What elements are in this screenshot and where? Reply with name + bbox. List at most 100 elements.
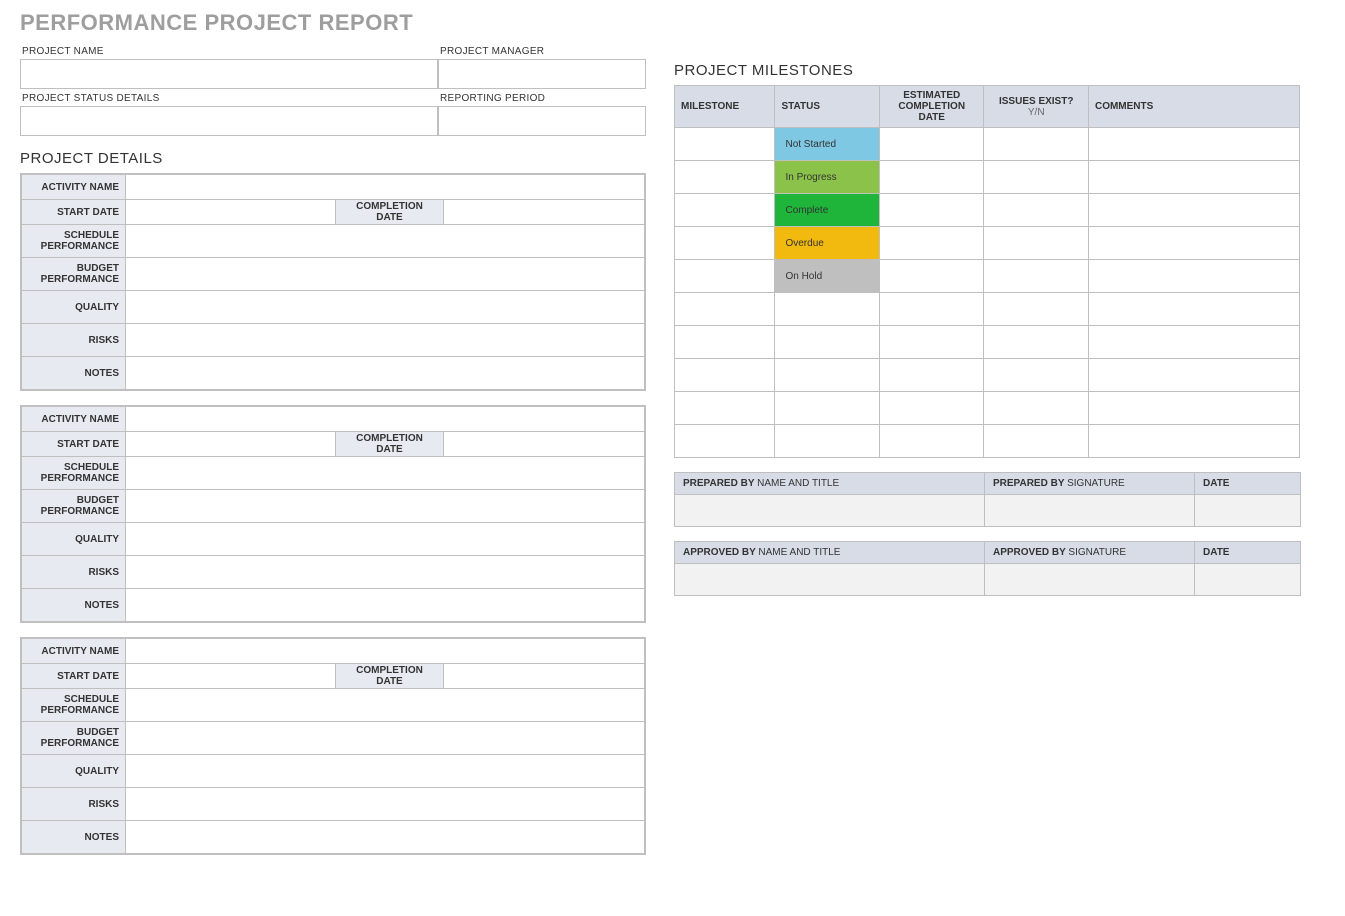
notes-value[interactable] [126, 357, 645, 390]
milestone-cell[interactable] [675, 161, 775, 194]
start-date-value[interactable] [126, 200, 336, 225]
start-date-label: START DATE [22, 432, 126, 457]
comments-cell[interactable] [1088, 227, 1299, 260]
quality-value[interactable] [126, 523, 645, 556]
header-field-label: PROJECT STATUS DETAILS [20, 89, 438, 106]
comments-cell[interactable] [1088, 260, 1299, 293]
issues-cell[interactable] [984, 392, 1089, 425]
comments-cell[interactable] [1088, 194, 1299, 227]
notes-value[interactable] [126, 589, 645, 622]
sign-sig-value[interactable] [985, 495, 1195, 527]
issues-cell[interactable] [984, 359, 1089, 392]
project-milestones-heading: PROJECT MILESTONES [674, 62, 1300, 79]
issues-cell[interactable] [984, 326, 1089, 359]
project-details-heading: PROJECT DETAILS [20, 150, 646, 167]
issues-cell[interactable] [984, 227, 1089, 260]
estdate-cell[interactable] [879, 260, 984, 293]
status-cell[interactable]: Overdue [775, 227, 880, 260]
start-date-value[interactable] [126, 664, 336, 689]
budget-perf-label: BUDGET PERFORMANCE [22, 722, 126, 755]
comments-cell[interactable] [1088, 128, 1299, 161]
status-cell[interactable] [775, 392, 880, 425]
comments-cell[interactable] [1088, 425, 1299, 458]
activity-name-value[interactable] [126, 639, 645, 664]
milestone-cell[interactable] [675, 128, 775, 161]
header-field-input[interactable] [438, 59, 646, 89]
header-field-input[interactable] [20, 59, 438, 89]
sign-by-value[interactable] [675, 564, 985, 596]
milestone-cell[interactable] [675, 359, 775, 392]
estdate-cell[interactable] [879, 227, 984, 260]
comments-cell[interactable] [1088, 161, 1299, 194]
issues-cell[interactable] [984, 260, 1089, 293]
completion-date-label: COMPLETION DATE [336, 432, 444, 457]
milestone-cell[interactable] [675, 293, 775, 326]
comments-cell[interactable] [1088, 293, 1299, 326]
start-date-value[interactable] [126, 432, 336, 457]
header-field-input[interactable] [438, 106, 646, 136]
status-cell[interactable]: Not Started [775, 128, 880, 161]
completion-date-value[interactable] [444, 432, 645, 457]
estdate-cell[interactable] [879, 293, 984, 326]
risks-value[interactable] [126, 556, 645, 589]
milestone-cell[interactable] [675, 227, 775, 260]
issues-cell[interactable] [984, 425, 1089, 458]
issues-cell[interactable] [984, 128, 1089, 161]
estdate-cell[interactable] [879, 359, 984, 392]
status-cell[interactable] [775, 293, 880, 326]
schedule-perf-value[interactable] [126, 225, 645, 258]
start-date-label: START DATE [22, 200, 126, 225]
completion-date-label: COMPLETION DATE [336, 664, 444, 689]
issues-cell[interactable] [984, 293, 1089, 326]
estdate-cell[interactable] [879, 161, 984, 194]
milestone-cell[interactable] [675, 260, 775, 293]
risks-value[interactable] [126, 788, 645, 821]
milestone-row: Overdue [675, 227, 1300, 260]
estdate-cell[interactable] [879, 392, 984, 425]
comments-cell[interactable] [1088, 359, 1299, 392]
quality-value[interactable] [126, 291, 645, 324]
sign-date-value[interactable] [1195, 495, 1301, 527]
status-cell[interactable] [775, 425, 880, 458]
milestone-row: In Progress [675, 161, 1300, 194]
schedule-perf-value[interactable] [126, 457, 645, 490]
milestone-cell[interactable] [675, 194, 775, 227]
report-title: PERFORMANCE PROJECT REPORT [20, 10, 1325, 36]
milestone-cell[interactable] [675, 425, 775, 458]
sign-sig-value[interactable] [985, 564, 1195, 596]
completion-date-value[interactable] [444, 664, 645, 689]
issues-cell[interactable] [984, 194, 1089, 227]
comments-cell[interactable] [1088, 392, 1299, 425]
status-cell[interactable]: In Progress [775, 161, 880, 194]
sign-by-value[interactable] [675, 495, 985, 527]
status-cell[interactable] [775, 326, 880, 359]
activity-block: ACTIVITY NAMESTART DATECOMPLETION DATESC… [20, 173, 646, 391]
status-cell[interactable] [775, 359, 880, 392]
milestone-row [675, 392, 1300, 425]
header-field-input[interactable] [20, 106, 438, 136]
schedule-perf-value[interactable] [126, 689, 645, 722]
activity-name-value[interactable] [126, 175, 645, 200]
notes-value[interactable] [126, 821, 645, 854]
budget-perf-value[interactable] [126, 258, 645, 291]
completion-date-value[interactable] [444, 200, 645, 225]
status-cell[interactable]: Complete [775, 194, 880, 227]
estdate-cell[interactable] [879, 425, 984, 458]
sign-date-value[interactable] [1195, 564, 1301, 596]
budget-perf-value[interactable] [126, 722, 645, 755]
estdate-cell[interactable] [879, 326, 984, 359]
budget-perf-value[interactable] [126, 490, 645, 523]
issues-cell[interactable] [984, 161, 1089, 194]
risks-value[interactable] [126, 324, 645, 357]
status-cell[interactable]: On Hold [775, 260, 880, 293]
milestone-cell[interactable] [675, 326, 775, 359]
estdate-cell[interactable] [879, 128, 984, 161]
estdate-cell[interactable] [879, 194, 984, 227]
milestone-cell[interactable] [675, 392, 775, 425]
comments-cell[interactable] [1088, 326, 1299, 359]
quality-value[interactable] [126, 755, 645, 788]
activity-name-value[interactable] [126, 407, 645, 432]
milestone-row: On Hold [675, 260, 1300, 293]
milestone-row: Not Started [675, 128, 1300, 161]
comments-col-header: COMMENTS [1088, 86, 1299, 128]
